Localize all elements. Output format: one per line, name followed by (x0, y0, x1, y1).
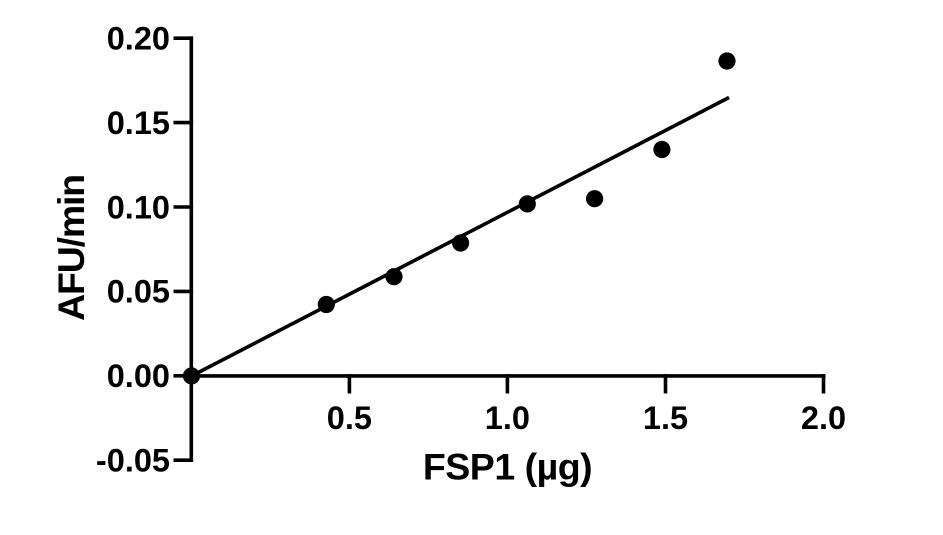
svg-text:FSP1 (µg): FSP1 (µg) (423, 446, 592, 488)
svg-text:0.20: 0.20 (107, 21, 170, 57)
svg-text:0.5: 0.5 (327, 400, 372, 436)
svg-text:0.15: 0.15 (107, 105, 170, 141)
svg-text:-0.05: -0.05 (96, 443, 170, 479)
svg-text:1.5: 1.5 (643, 400, 688, 436)
svg-text:0.00: 0.00 (107, 358, 170, 394)
svg-text:0.10: 0.10 (107, 189, 170, 225)
svg-text:2.0: 2.0 (801, 400, 846, 436)
svg-text:0.05: 0.05 (107, 274, 170, 310)
svg-text:AFU/min: AFU/min (50, 175, 92, 321)
svg-text:1.0: 1.0 (485, 400, 530, 436)
